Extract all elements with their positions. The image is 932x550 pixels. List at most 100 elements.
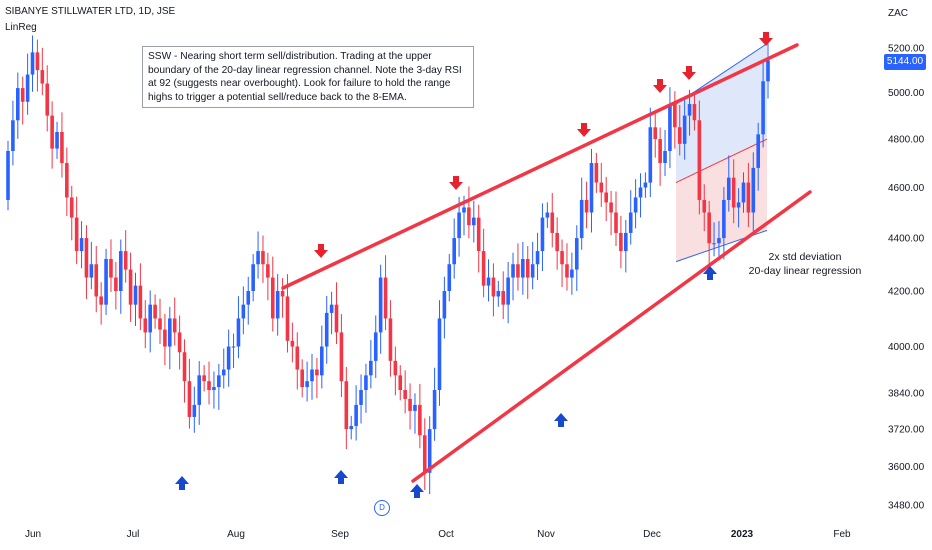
- candle-body: [741, 182, 746, 203]
- candle-body: [726, 177, 731, 200]
- candle-body: [486, 277, 491, 286]
- candle-body: [153, 304, 157, 319]
- x-tick-label: Jul: [127, 529, 140, 540]
- candle-body: [491, 277, 496, 297]
- candle-body: [69, 197, 74, 218]
- sell-arrow: [682, 66, 696, 80]
- candle-body: [163, 329, 167, 347]
- candle-body: [187, 381, 192, 417]
- candle-body: [84, 238, 89, 278]
- candle-body: [702, 199, 707, 213]
- candle-body: [378, 277, 383, 333]
- buy-arrow: [410, 484, 424, 498]
- candle-body: [6, 150, 10, 200]
- candle-body: [55, 131, 59, 149]
- candle-body: [295, 346, 300, 370]
- candle-body: [30, 52, 35, 75]
- candle-body: [261, 251, 265, 265]
- candle-body: [506, 277, 510, 305]
- candle-body: [422, 435, 427, 473]
- candle-body: [275, 291, 280, 319]
- candle-body: [359, 390, 363, 405]
- candle-body: [133, 285, 138, 305]
- x-tick-label: Nov: [537, 529, 555, 540]
- candle-body: [148, 304, 152, 333]
- candle-body: [746, 182, 751, 213]
- candle-body: [403, 390, 407, 399]
- buy-arrow: [334, 470, 348, 484]
- candle-body: [197, 375, 202, 405]
- candle-body: [731, 177, 736, 208]
- candle-body: [315, 369, 319, 376]
- candle-body: [221, 369, 226, 376]
- candle-body: [633, 197, 638, 213]
- candle-body: [212, 387, 216, 391]
- candle-body: [692, 104, 697, 121]
- price-axis[interactable]: 3480.00 3600.00 3720.00 3840.00 4000.00 4200.…: [888, 44, 925, 512]
- candle-body: [540, 217, 545, 252]
- buy-arrow: [703, 266, 717, 280]
- candle-body: [45, 83, 50, 116]
- candle-body: [310, 369, 314, 382]
- candle-body: [501, 291, 506, 305]
- y-tick-label: 3600.00: [888, 462, 925, 473]
- candles: [6, 35, 770, 495]
- candle-body: [168, 318, 172, 347]
- candle-body: [584, 199, 589, 213]
- candle-body: [74, 217, 79, 252]
- candle-body: [457, 212, 461, 239]
- y-tick-label: 4600.00: [888, 183, 925, 194]
- candle-body: [736, 202, 741, 208]
- candle-body: [712, 243, 716, 245]
- candle-body: [123, 251, 128, 270]
- candle-body: [158, 318, 162, 330]
- candle-body: [442, 291, 447, 319]
- candle-body: [300, 369, 304, 388]
- time-axis[interactable]: Jun Jul Aug Sep Oct Nov Dec 2023 Feb: [25, 529, 851, 540]
- candle-body: [530, 264, 535, 278]
- indicator-label[interactable]: LinReg: [5, 22, 37, 33]
- upper-trendline: [281, 43, 799, 290]
- candle-body: [599, 182, 604, 193]
- candle-body: [648, 127, 653, 183]
- candle-body: [236, 318, 241, 347]
- candle-body: [16, 88, 20, 121]
- y-tick-label: 4200.00: [888, 287, 925, 298]
- buy-arrow: [175, 476, 189, 490]
- candle-body: [579, 199, 584, 239]
- candle-body: [476, 217, 481, 252]
- candle-body: [413, 404, 417, 411]
- candle-body: [516, 264, 520, 278]
- candle-body: [658, 139, 662, 164]
- candle-body: [182, 352, 187, 382]
- candle-body: [511, 264, 515, 278]
- signal-arrows: [175, 32, 773, 498]
- candle-body: [472, 217, 476, 226]
- x-tick-label: Sep: [331, 529, 349, 540]
- dividend-marker[interactable]: D: [374, 500, 390, 516]
- candle-body: [609, 202, 613, 213]
- candle-body: [89, 264, 94, 278]
- candle-body: [11, 120, 15, 151]
- sell-arrow: [653, 79, 667, 93]
- candle-body: [251, 264, 255, 292]
- sell-arrow: [449, 176, 463, 190]
- candle-body: [673, 104, 677, 128]
- candle-body: [364, 375, 368, 391]
- chart-title[interactable]: SIBANYE STILLWATER LTD, 1D, JSE: [5, 6, 176, 17]
- candle-body: [707, 212, 711, 244]
- candle-body: [344, 381, 349, 430]
- candle-body: [202, 375, 206, 382]
- candle-body: [369, 360, 373, 376]
- candle-body: [437, 318, 442, 391]
- candle-body: [226, 346, 231, 370]
- lower-trendline: [411, 190, 812, 483]
- candle-body: [354, 404, 358, 427]
- channel-middle-line: [675, 138, 768, 184]
- candle-body: [118, 251, 123, 292]
- candle-body: [628, 212, 633, 233]
- candle-body: [20, 88, 25, 102]
- candle-body: [589, 163, 594, 213]
- candle-body: [447, 264, 452, 292]
